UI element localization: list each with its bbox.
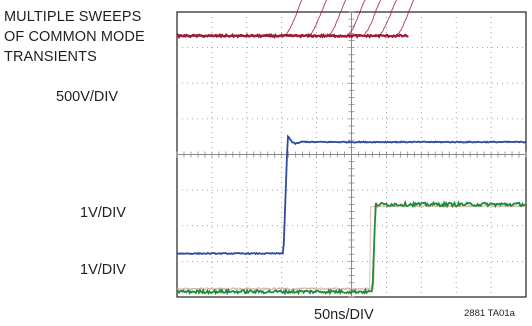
di-trace-line bbox=[176, 134, 526, 256]
common-mode-baseline bbox=[176, 32, 409, 40]
chart-title: MULTIPLE SWEEPS OF COMMON MODE TRANSIENT… bbox=[4, 7, 145, 67]
ro-trace-line bbox=[176, 199, 526, 296]
grid bbox=[176, 11, 527, 298]
title-line-3: TRANSIENTS bbox=[4, 49, 97, 65]
traces bbox=[176, 0, 526, 296]
ro-ghost-line bbox=[176, 204, 526, 291]
x-axis-label: 50ns/DIV bbox=[314, 307, 374, 323]
scale-label-common-mode: 500V/DIV bbox=[56, 89, 119, 105]
scale-label-di: 1V/DIV bbox=[80, 205, 126, 221]
title-line-2: OF COMMON MODE bbox=[4, 29, 145, 45]
scale-label-ro: 1V/DIV bbox=[80, 262, 126, 278]
title-line-1: MULTIPLE SWEEPS bbox=[4, 9, 142, 25]
figure-id: 2881 TA01a bbox=[464, 308, 515, 319]
